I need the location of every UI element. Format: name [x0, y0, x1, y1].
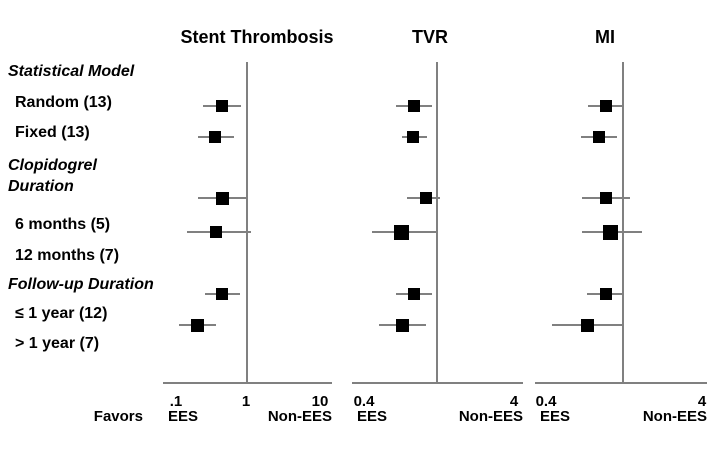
estimate-marker	[407, 100, 420, 112]
favors-label: Favors	[93, 408, 143, 425]
axis-tick-label: 4	[509, 393, 519, 410]
axis-tick-label: 1	[241, 393, 251, 410]
row-label: > 1 year (7)	[15, 335, 100, 352]
axis-tick-label: 0.4	[535, 393, 557, 410]
estimate-marker	[216, 288, 229, 300]
estimate-marker	[600, 100, 612, 112]
estimate-marker	[209, 131, 222, 143]
x-axis-line	[163, 382, 332, 384]
estimate-marker	[420, 192, 433, 204]
axis-tick-label: 0.4	[353, 393, 375, 410]
panel-title-mi: MI	[595, 27, 615, 47]
x-axis-line	[535, 382, 707, 384]
estimate-marker	[407, 288, 420, 300]
estimate-marker	[210, 226, 223, 238]
favors-nonees-label: Non-EES	[267, 408, 332, 425]
estimate-marker	[600, 192, 612, 204]
group-header: Statistical Model	[8, 63, 135, 80]
row-label: 6 months (5)	[15, 216, 111, 233]
reference-line	[622, 62, 624, 384]
reference-line	[436, 62, 438, 384]
favors-ees-label: EES	[357, 408, 388, 425]
axis-tick-label: 10	[311, 393, 329, 410]
panel-title-tvr: TVR	[412, 27, 448, 47]
axis-tick-label: .1	[169, 393, 183, 410]
group-header: Clopidogrel	[8, 157, 97, 174]
reference-line	[246, 62, 248, 384]
favors-nonees-label: Non-EES	[458, 408, 523, 425]
estimate-marker	[215, 191, 229, 205]
estimate-marker	[603, 224, 619, 240]
row-label: Random (13)	[15, 94, 112, 111]
group-header: Duration	[8, 178, 74, 195]
row-label: ≤ 1 year (12)	[15, 305, 108, 322]
favors-nonees-label: Non-EES	[642, 408, 707, 425]
favors-ees-label: EES	[168, 408, 199, 425]
x-axis-line	[352, 382, 523, 384]
panel-title-stent-thrombosis: Stent Thrombosis	[180, 27, 334, 47]
estimate-marker	[393, 224, 409, 240]
estimate-marker	[395, 318, 409, 332]
estimate-marker	[216, 100, 229, 112]
row-label: Fixed (13)	[15, 124, 90, 141]
estimate-marker	[581, 318, 595, 332]
estimate-marker	[407, 131, 420, 143]
group-header: Follow-up Duration	[8, 276, 154, 293]
row-label: 12 months (7)	[15, 247, 120, 264]
favors-ees-label: EES	[540, 408, 571, 425]
estimate-marker	[600, 288, 612, 300]
axis-tick-label: 4	[697, 393, 707, 410]
estimate-marker	[592, 131, 605, 143]
estimate-marker	[191, 318, 205, 332]
